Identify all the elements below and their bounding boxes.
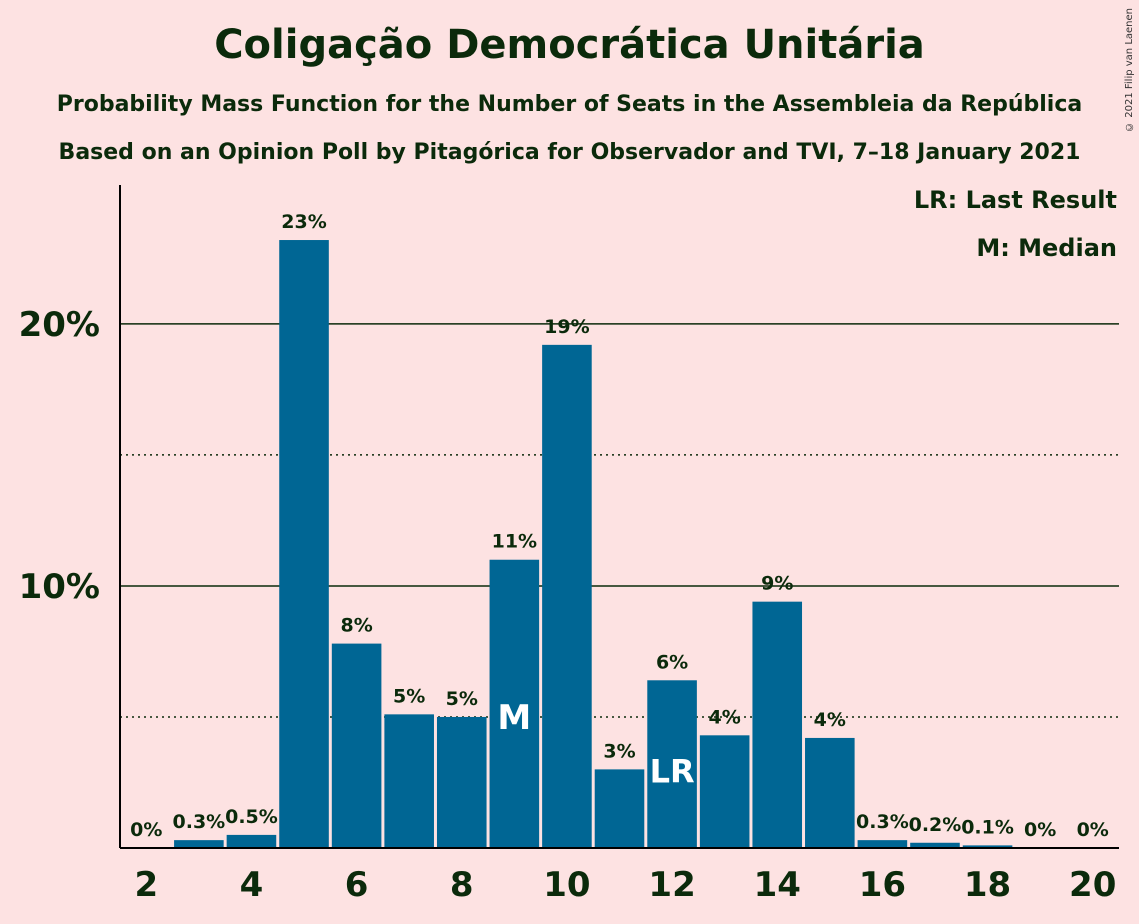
- data-label: 0.1%: [961, 816, 1014, 838]
- data-labels: 0% 0.3% 0.5%23%8%5% 5%11%M19%3%6%LR4%9%4%0.…: [130, 211, 1109, 841]
- bar: [542, 344, 592, 848]
- x-tick-label: 12: [648, 865, 695, 905]
- data-label: 5%: [446, 688, 478, 710]
- y-tick-label: 10%: [19, 567, 100, 607]
- last-result-marker: LR: [650, 753, 695, 791]
- data-label: 5%: [393, 685, 425, 707]
- gridlines: [120, 323, 1119, 718]
- axes: 2 4 6 8 10 12 14 16 18 20 10% 20%: [19, 185, 1119, 905]
- x-tick-label: 16: [859, 865, 906, 905]
- x-tick-label: 4: [240, 865, 264, 905]
- chart-subtitle-2: Based on an Opinion Poll by Pitagórica f…: [58, 140, 1081, 165]
- data-label: 0%: [1077, 819, 1109, 841]
- data-label: 0.2%: [909, 814, 962, 836]
- data-label: 0.3%: [856, 811, 909, 833]
- bar: [962, 845, 1013, 848]
- data-label: 0%: [1024, 819, 1056, 841]
- data-label: 6%: [656, 651, 688, 673]
- data-label: 11%: [492, 531, 537, 553]
- x-tick-label: 10: [543, 865, 590, 905]
- data-label: 23%: [281, 211, 326, 233]
- bar: [331, 643, 382, 848]
- chart-subtitle-1: Probability Mass Function for the Number…: [56, 92, 1083, 117]
- bar: [594, 769, 645, 848]
- bar: [857, 840, 908, 848]
- bar: [174, 840, 224, 848]
- data-label: 3%: [603, 740, 635, 762]
- bar: [752, 601, 803, 848]
- x-tick-label: 8: [450, 865, 474, 905]
- data-label: 9%: [761, 573, 793, 595]
- x-tick-label: 14: [754, 865, 801, 905]
- legend-median: M: Median: [976, 234, 1117, 262]
- bars: [174, 240, 1013, 848]
- data-label: 0.3%: [173, 811, 226, 833]
- bar: [699, 735, 750, 848]
- bar: [384, 714, 434, 848]
- median-marker: M: [497, 698, 531, 738]
- bar: [805, 737, 855, 848]
- data-label: 0%: [130, 819, 162, 841]
- legend-last-result: LR: Last Result: [913, 186, 1117, 214]
- bar: [647, 680, 697, 848]
- chart-title: Coligação Democrática Unitária: [214, 22, 925, 68]
- data-label: 4%: [814, 709, 846, 731]
- x-tick-label: 20: [1069, 865, 1116, 905]
- bar: [436, 716, 487, 848]
- bar: [910, 842, 960, 848]
- x-tick-label: 2: [134, 865, 158, 905]
- y-tick-label: 20%: [19, 305, 100, 345]
- x-tick-label: 18: [964, 865, 1011, 905]
- bar: [226, 834, 277, 848]
- data-label: 0.5%: [225, 806, 278, 828]
- data-label: 8%: [340, 615, 372, 637]
- x-tick-label: 6: [345, 865, 369, 905]
- data-label: 4%: [709, 706, 741, 728]
- data-label: 19%: [544, 316, 589, 338]
- bar: [489, 559, 540, 848]
- bar: [279, 240, 329, 848]
